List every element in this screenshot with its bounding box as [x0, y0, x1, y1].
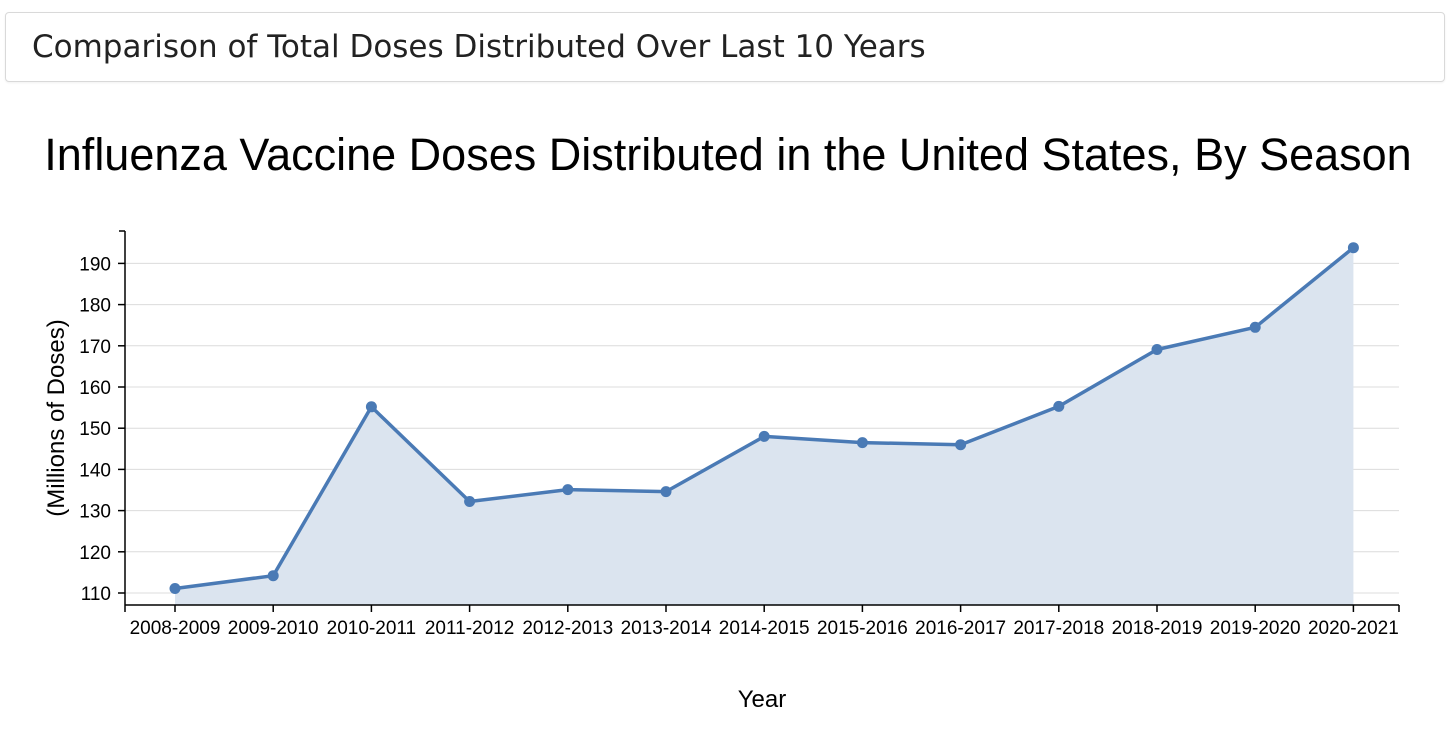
x-tick-label: 2009-2010: [228, 618, 319, 639]
y-tick-labels: 110 120 130 140 150 160 170 180 190: [79, 254, 111, 605]
x-tick-label: 2017-2018: [1013, 618, 1104, 639]
data-point[interactable]: [955, 439, 967, 451]
data-point[interactable]: [660, 486, 672, 498]
y-tick-label: 110: [81, 584, 111, 605]
x-tick-label: 2020-2021: [1308, 618, 1399, 639]
data-point[interactable]: [169, 583, 181, 594]
data-point[interactable]: [267, 570, 279, 582]
data-point[interactable]: [1151, 344, 1163, 355]
y-tick-label: 120: [79, 543, 111, 564]
data-point[interactable]: [758, 430, 770, 442]
y-tick-label: 130: [79, 502, 111, 523]
x-tick-label: 2010-2011: [327, 618, 416, 639]
y-tick-label: 190: [79, 254, 111, 275]
data-point[interactable]: [1249, 321, 1261, 333]
y-axis-label: (Millions of Doses): [43, 319, 70, 516]
x-tick-label: 2018-2019: [1112, 618, 1203, 639]
data-point[interactable]: [1347, 242, 1359, 254]
x-tick-label: 2012-2013: [522, 618, 613, 639]
x-tick-label: 2019-2020: [1210, 618, 1301, 639]
data-point[interactable]: [464, 496, 476, 507]
chart-selector-header[interactable]: Comparison of Total Doses Distributed Ov…: [5, 12, 1445, 82]
x-axis-label: Year: [738, 686, 787, 713]
x-tick-label: 2008-2009: [130, 618, 221, 639]
data-point[interactable]: [1053, 400, 1065, 412]
x-tick-label: 2013-2014: [621, 618, 712, 639]
x-tick-label: 2015-2016: [817, 618, 908, 639]
x-tick-label: 2016-2017: [915, 618, 1006, 639]
axes: [118, 230, 1400, 612]
y-tick-label: 140: [79, 460, 111, 481]
header-title: Comparison of Total Doses Distributed Ov…: [32, 29, 926, 65]
data-point[interactable]: [562, 484, 574, 496]
data-point[interactable]: [365, 401, 377, 413]
x-tick-label: 2014-2015: [719, 618, 810, 639]
y-tick-label: 170: [79, 337, 111, 358]
data-points: [169, 242, 1359, 594]
chart-title: Influenza Vaccine Doses Distributed in t…: [44, 129, 1412, 180]
y-tick-label: 160: [79, 378, 111, 399]
data-point[interactable]: [856, 437, 868, 449]
y-tick-label: 180: [79, 296, 111, 317]
y-tick-label: 150: [79, 419, 111, 440]
x-tick-labels: 2008-2009 2009-2010 2010-2011 2011-2012 2012…: [130, 618, 1399, 639]
x-tick-label: 2011-2012: [425, 618, 514, 639]
area-fill: [175, 247, 1354, 605]
